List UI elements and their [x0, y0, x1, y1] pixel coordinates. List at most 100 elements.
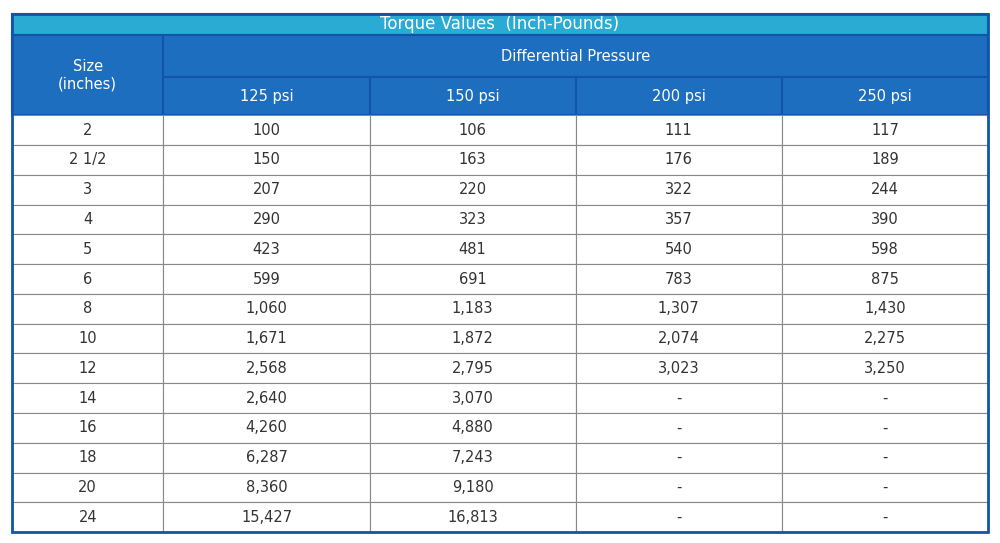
Text: 3,250: 3,250 [864, 361, 906, 376]
Bar [12, 205, 163, 235]
Text: 9,180: 9,180 [452, 480, 494, 495]
Bar [576, 145, 782, 175]
Text: 189: 189 [871, 153, 899, 167]
Bar [370, 324, 576, 353]
Text: 2,074: 2,074 [658, 331, 700, 346]
Bar [576, 77, 782, 115]
Bar [370, 413, 576, 443]
Bar [576, 472, 782, 502]
Bar [782, 443, 988, 472]
Text: 322: 322 [665, 182, 693, 197]
Text: 150 psi: 150 psi [446, 89, 499, 104]
Text: 24: 24 [78, 510, 97, 525]
Text: 1,307: 1,307 [658, 301, 700, 317]
Bar [782, 235, 988, 264]
Text: 10: 10 [78, 331, 97, 346]
Text: 357: 357 [665, 212, 693, 227]
Bar [576, 383, 782, 413]
Bar [782, 353, 988, 383]
Bar [370, 235, 576, 264]
Text: 290: 290 [253, 212, 281, 227]
Bar [12, 14, 988, 35]
Bar [163, 353, 370, 383]
Bar [576, 205, 782, 235]
Text: -: - [882, 480, 888, 495]
Bar [12, 264, 163, 294]
Text: 244: 244 [871, 182, 899, 197]
Text: 12: 12 [78, 361, 97, 376]
Text: 323: 323 [459, 212, 486, 227]
Bar [163, 35, 988, 77]
Text: 423: 423 [253, 242, 280, 257]
Bar [12, 353, 163, 383]
Text: 598: 598 [871, 242, 899, 257]
Text: 875: 875 [871, 272, 899, 287]
Bar [370, 205, 576, 235]
Bar [782, 413, 988, 443]
Text: Torque Values  (Inch-Pounds): Torque Values (Inch-Pounds) [380, 15, 620, 33]
Text: 6: 6 [83, 272, 92, 287]
Text: 200 psi: 200 psi [652, 89, 706, 104]
Text: -: - [882, 450, 888, 465]
Bar [576, 413, 782, 443]
Text: 1,183: 1,183 [452, 301, 493, 317]
Bar [12, 35, 163, 115]
Bar [163, 413, 370, 443]
Text: 20: 20 [78, 480, 97, 495]
Text: 6,287: 6,287 [246, 450, 287, 465]
Text: -: - [676, 390, 681, 406]
Bar [782, 383, 988, 413]
Bar [782, 145, 988, 175]
Text: 783: 783 [665, 272, 693, 287]
Text: Size
(inches): Size (inches) [58, 59, 117, 91]
Bar [576, 264, 782, 294]
Text: 2,795: 2,795 [452, 361, 494, 376]
Bar [12, 235, 163, 264]
Bar [370, 353, 576, 383]
Text: 1,430: 1,430 [864, 301, 906, 317]
Text: 16: 16 [78, 420, 97, 435]
Bar [12, 472, 163, 502]
Bar [370, 115, 576, 145]
Bar [576, 502, 782, 532]
Bar [163, 77, 370, 115]
Text: 2: 2 [83, 123, 92, 137]
Bar [12, 175, 163, 205]
Text: 2,640: 2,640 [246, 390, 287, 406]
Text: -: - [676, 420, 681, 435]
Bar [782, 472, 988, 502]
Bar [782, 294, 988, 324]
Text: 2,275: 2,275 [864, 331, 906, 346]
Text: 18: 18 [78, 450, 97, 465]
Bar [12, 502, 163, 532]
Text: 4,260: 4,260 [246, 420, 287, 435]
Bar [163, 175, 370, 205]
Bar [370, 77, 576, 115]
Text: 111: 111 [665, 123, 693, 137]
Bar [163, 235, 370, 264]
Bar [370, 383, 576, 413]
Bar [163, 145, 370, 175]
Bar [370, 443, 576, 472]
Text: 599: 599 [253, 272, 280, 287]
Bar [12, 294, 163, 324]
Text: 5: 5 [83, 242, 92, 257]
Bar [163, 324, 370, 353]
Text: 163: 163 [459, 153, 486, 167]
Text: 250 psi: 250 psi [858, 89, 912, 104]
Text: -: - [676, 450, 681, 465]
Text: 4,880: 4,880 [452, 420, 494, 435]
Text: 8,360: 8,360 [246, 480, 287, 495]
Text: 481: 481 [459, 242, 487, 257]
Text: 106: 106 [459, 123, 487, 137]
Text: 3: 3 [83, 182, 92, 197]
Bar [12, 145, 163, 175]
Bar [576, 235, 782, 264]
Text: 2 1/2: 2 1/2 [69, 153, 106, 167]
Bar [576, 353, 782, 383]
Bar [12, 115, 163, 145]
Text: 7,243: 7,243 [452, 450, 494, 465]
Text: -: - [882, 420, 888, 435]
Bar [163, 383, 370, 413]
Bar [782, 502, 988, 532]
